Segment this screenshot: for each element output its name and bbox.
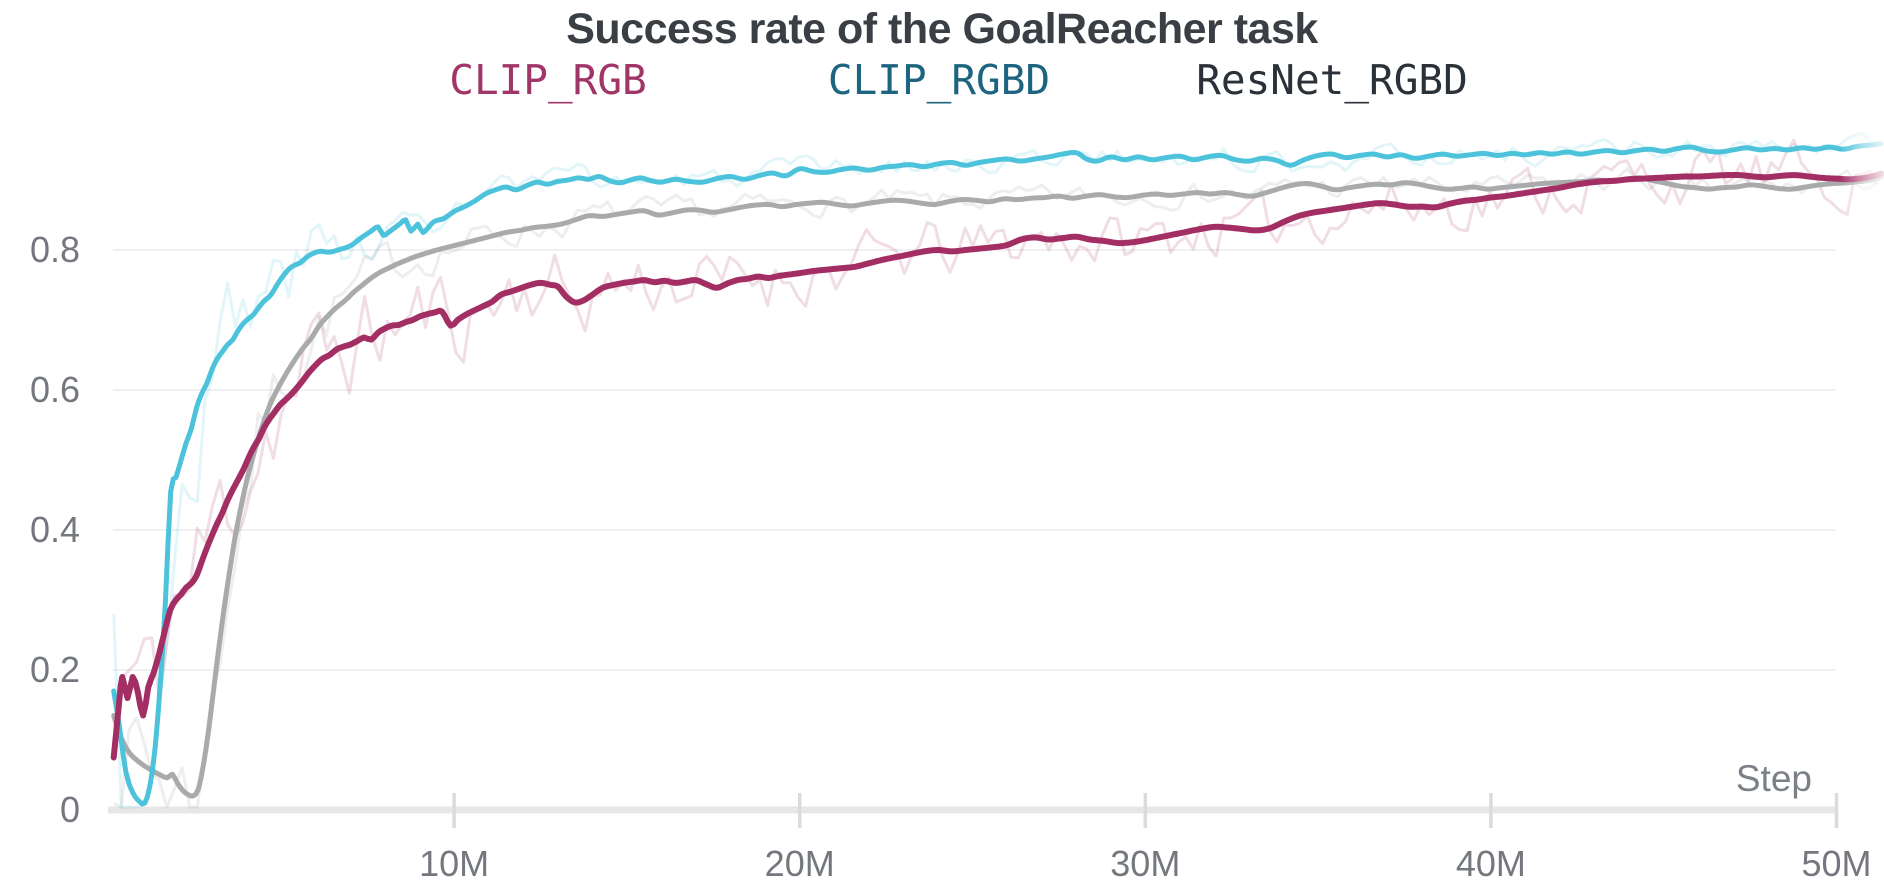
x-tick-label: 50M [1801,843,1871,884]
series-line-clip_rgbd [111,141,1884,807]
x-tick-label: 40M [1456,843,1526,884]
y-tick-label: 0.2 [30,649,80,690]
legend-item-clip-rgbd: CLIP_RGBD [827,56,1051,104]
y-tick-label: 0.6 [30,369,80,410]
y-tick-label: 0.4 [30,509,80,550]
raw-series-clip_rgbd [112,132,1879,809]
x-tick-label: 30M [1110,843,1180,884]
legend-item-resnet-rgbd: ResNet_RGBD [1196,56,1468,104]
right-fade-overlay [1840,100,1884,720]
raw-series-resnet_rgbd [113,167,1879,809]
y-tick-label: 0 [60,789,80,830]
y-tick-label: 0.8 [30,229,80,270]
x-tick-label: 20M [765,843,835,884]
chart-title: Success rate of the GoalReacher task [566,5,1318,53]
raw-series-clip_rgb [112,138,1879,756]
x-axis-title: Step [1735,758,1812,799]
series-line-clip_rgb [110,170,1884,761]
series-line-resnet_rgbd [111,174,1884,799]
x-tick-label: 10M [419,843,489,884]
legend-item-clip-rgb: CLIP_RGB [449,56,647,104]
